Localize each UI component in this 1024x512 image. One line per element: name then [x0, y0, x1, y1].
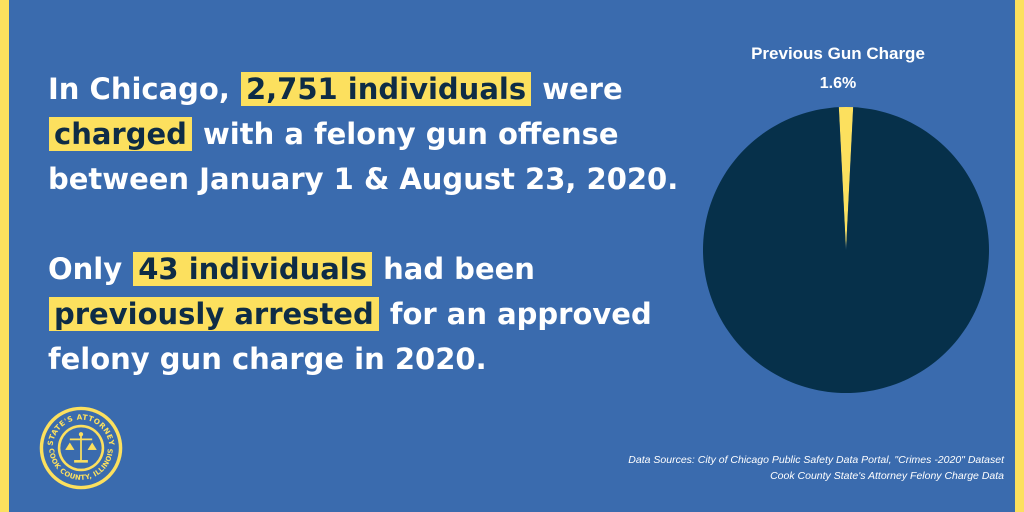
- p1-text-3: with a felony gun offense between Januar…: [48, 117, 679, 196]
- p2-text-2: had been: [373, 252, 535, 286]
- pie-slice-no-previous-gun-charge: [703, 107, 989, 393]
- state-attorney-seal-logo: STATE'S ATTORNEY COOK COUNTY, ILLINOIS: [39, 406, 123, 490]
- p1-text-2: were: [532, 72, 623, 106]
- chart-title: Previous Gun Charge: [751, 44, 925, 63]
- sources-line-2: Cook County State's Attorney Felony Char…: [770, 470, 1004, 482]
- pie-slice-previous-gun-charge: [838, 107, 854, 250]
- headline-paragraph-2: Only 43 individuals had been previously …: [48, 247, 688, 382]
- p1-text-1: In Chicago,: [48, 72, 240, 106]
- p2-highlight-arrested: previously arrested: [49, 297, 379, 331]
- p2-text-1: Only: [48, 252, 133, 286]
- data-sources: Data Sources: City of Chicago Public Saf…: [504, 452, 1004, 484]
- sources-line-1: Data Sources: City of Chicago Public Saf…: [628, 454, 1004, 466]
- pie-slice-label: 1.6%: [819, 75, 857, 92]
- p1-highlight-charged: charged: [49, 117, 192, 151]
- p2-text-3: for an approved felony gun charge in 202…: [48, 297, 652, 376]
- p1-highlight-count: 2,751 individuals: [240, 72, 532, 106]
- headline-paragraph-1: In Chicago, 2,751 individuals were charg…: [48, 67, 688, 202]
- p2-highlight-count: 43 individuals: [133, 252, 373, 286]
- pie-chart: [703, 107, 989, 393]
- headline-text: In Chicago, 2,751 individuals were charg…: [48, 67, 688, 382]
